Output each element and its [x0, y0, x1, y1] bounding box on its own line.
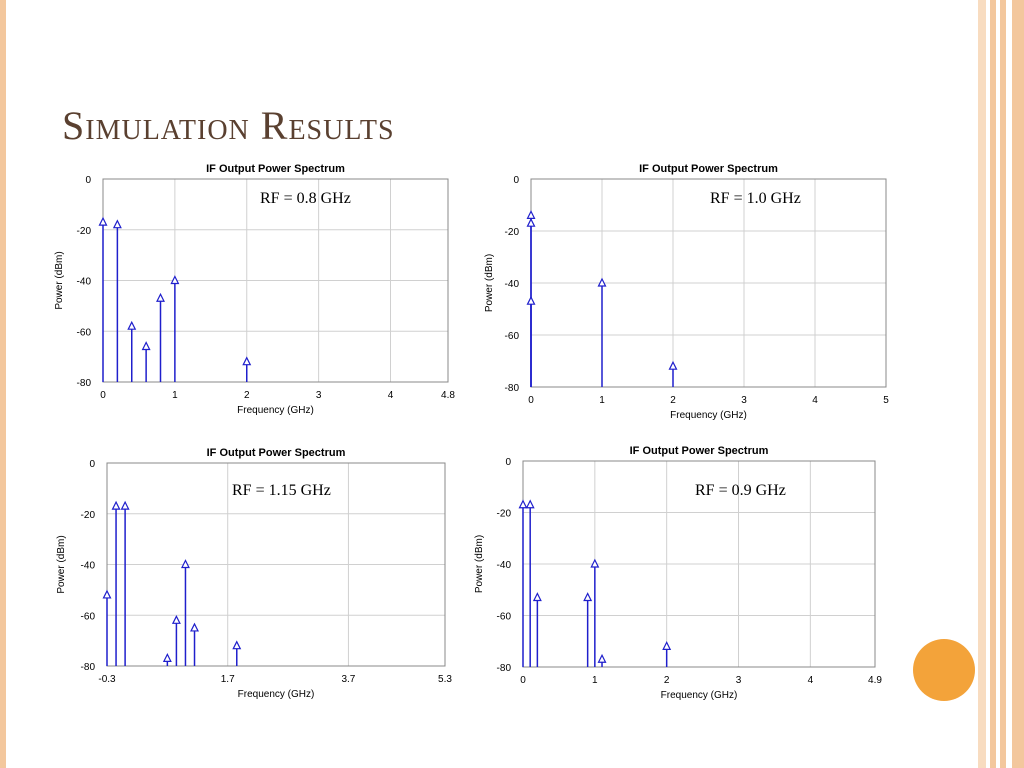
data-marker — [127, 320, 137, 330]
x-tick-label: 4 — [812, 395, 818, 406]
chart-rf-0-8: IF Output Power Spectrum 0 -20 -40 -60 -80 0 1 2… — [50, 158, 470, 423]
data-marker — [668, 360, 678, 370]
rf-annotation: RF = 1.15 GHz — [232, 482, 331, 499]
x-tick-label: 5.3 — [438, 674, 452, 685]
data-marker — [525, 499, 535, 509]
x-tick-label: 4 — [808, 675, 814, 686]
data-marker — [171, 614, 181, 624]
chart-title: IF Output Power Spectrum — [630, 445, 769, 457]
slide-left-border — [0, 0, 6, 768]
y-tick-label: -80 — [77, 378, 92, 389]
y-tick-label: -40 — [497, 560, 512, 571]
slide-right-stripes — [978, 0, 1024, 768]
plot-frame — [106, 462, 446, 667]
data-marker — [102, 589, 112, 599]
x-tick-label: 3 — [316, 390, 322, 401]
x-tick-label: -0.3 — [98, 674, 116, 685]
y-tick-label: -60 — [497, 612, 512, 623]
y-tick-label: -80 — [505, 383, 520, 394]
data-marker — [532, 592, 542, 602]
chart-rf-1-0: IF Output Power Spectrum 0 -20 -40 -60 -80 0 1 2… — [480, 158, 900, 428]
x-tick-label: 4.9 — [868, 675, 882, 686]
data-marker — [112, 219, 122, 229]
y-tick-label: -60 — [81, 611, 96, 622]
data-marker — [526, 210, 536, 220]
rf-annotation: RF = 1.0 GHz — [710, 190, 801, 207]
y-tick-label: -60 — [77, 327, 92, 338]
y-tick-label: 0 — [513, 175, 519, 186]
y-tick-label: 0 — [505, 457, 511, 468]
data-marker — [141, 341, 151, 351]
x-tick-label: 3 — [736, 675, 742, 686]
x-tick-label: 1 — [172, 390, 178, 401]
x-tick-label: 0 — [520, 675, 526, 686]
x-tick-label: 3.7 — [341, 674, 355, 685]
slide-title: Simulation Results — [62, 103, 395, 148]
data-marker — [583, 592, 593, 602]
data-marker — [526, 217, 536, 227]
data-marker — [526, 295, 536, 305]
chart-rf-0-9: IF Output Power Spectrum 0 -20 -40 -60 -80 0 1 2… — [470, 440, 890, 702]
chart-title: IF Output Power Spectrum — [207, 447, 346, 459]
y-axis-label: Power (dBm) — [474, 535, 485, 593]
x-tick-label: 1.7 — [221, 674, 235, 685]
x-axis-label: Frequency (GHz) — [670, 410, 747, 421]
y-tick-label: -20 — [505, 227, 520, 238]
y-tick-label: -40 — [81, 561, 96, 572]
y-tick-label: -40 — [77, 277, 92, 288]
chart-title: IF Output Power Spectrum — [206, 163, 345, 175]
chart-svg: IF Output Power Spectrum 0 -20 -40 -60 -80-0.… — [56, 447, 452, 700]
x-tick-label: 0 — [528, 395, 534, 406]
x-tick-label: 2 — [244, 390, 250, 401]
data-marker — [662, 641, 672, 650]
data-marker — [120, 500, 130, 510]
x-tick-label: 1 — [592, 675, 598, 686]
y-tick-label: -80 — [497, 663, 512, 674]
rf-annotation: RF = 0.8 GHz — [260, 190, 351, 207]
y-tick-label: -20 — [497, 509, 512, 520]
chart-title: IF Output Power Spectrum — [639, 163, 778, 175]
data-marker — [180, 559, 190, 569]
data-marker — [98, 216, 108, 226]
y-tick-label: -40 — [505, 279, 520, 290]
chart-svg: IF Output Power Spectrum 0 -20 -40 -60 -80 0 1 2… — [54, 163, 455, 416]
data-marker — [156, 292, 165, 302]
y-tick-label: 0 — [89, 459, 95, 470]
y-tick-label: -60 — [505, 331, 520, 342]
chart-rf-1-15: IF Output Power Spectrum 0 -20 -40 -60 -80 -0.… — [52, 440, 462, 702]
data-marker — [597, 277, 607, 287]
y-axis-label: Power (dBm) — [484, 254, 495, 312]
data-marker — [590, 558, 600, 568]
rf-annotation: RF = 0.9 GHz — [695, 482, 786, 499]
x-tick-label: 4 — [388, 390, 394, 401]
decorative-circle — [913, 639, 975, 701]
y-tick-label: -20 — [81, 510, 96, 521]
y-axis-label: Power (dBm) — [56, 535, 67, 593]
data-marker — [242, 356, 252, 366]
data-marker — [111, 500, 121, 510]
data-marker — [162, 653, 172, 662]
y-tick-label: -20 — [77, 226, 92, 237]
x-tick-label: 2 — [670, 395, 676, 406]
data-marker — [232, 640, 242, 650]
x-tick-label: 0 — [100, 390, 106, 401]
x-axis-label: Frequency (GHz) — [238, 689, 315, 700]
data-marker — [597, 653, 607, 663]
x-axis-label: Frequency (GHz) — [237, 405, 314, 416]
x-tick-label: 3 — [741, 395, 747, 406]
chart-svg: IF Output Power Spectrum 0 -20 -40 -60 -80 0 1 2… — [484, 163, 889, 421]
y-tick-label: -80 — [81, 662, 96, 673]
x-axis-label: Frequency (GHz) — [661, 690, 738, 701]
chart-svg: IF Output Power Spectrum 0 -20 -40 -60 -80 0 1 2… — [474, 445, 882, 701]
x-tick-label: 5 — [883, 395, 889, 406]
data-marker — [170, 275, 180, 285]
data-marker — [518, 499, 528, 509]
y-axis-label: Power (dBm) — [54, 251, 65, 309]
data-marker — [190, 622, 199, 632]
x-tick-label: 2 — [664, 675, 670, 686]
x-tick-label: 4.8 — [441, 390, 455, 401]
x-tick-label: 1 — [599, 395, 605, 406]
y-tick-label: 0 — [85, 175, 91, 186]
